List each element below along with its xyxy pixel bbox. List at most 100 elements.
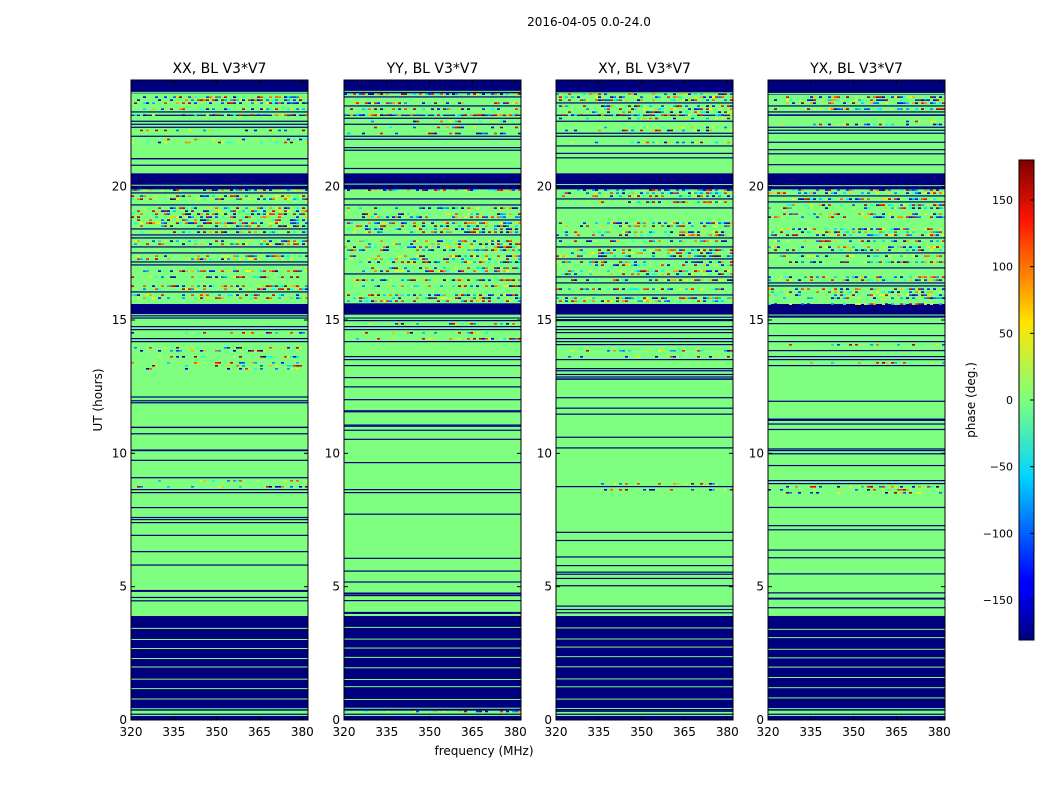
phase-pixel [206, 216, 209, 218]
phase-pixel [640, 129, 643, 132]
phase-pixel [915, 261, 918, 263]
phase-pixel [822, 276, 825, 278]
phase-pixel [703, 300, 706, 302]
phase-pixel [930, 231, 933, 233]
phase-pixel [395, 270, 398, 272]
phase-pixel [461, 240, 464, 242]
phase-pixel [299, 365, 302, 367]
flagged-band [131, 616, 308, 711]
phase-pixel [296, 96, 299, 98]
phase-pixel [846, 123, 849, 126]
phase-pixel [894, 362, 897, 364]
phase-pixel [694, 111, 697, 113]
x-tick-label: 350 [418, 725, 441, 739]
phase-pixel [813, 102, 816, 104]
phase-pixel [290, 216, 293, 218]
phase-pixel [470, 207, 473, 209]
phase-pixel [589, 270, 592, 272]
phase-pixel [464, 300, 467, 302]
phase-pixel [607, 222, 610, 224]
phase-pixel [721, 105, 724, 107]
phase-pixel [909, 294, 912, 296]
phase-pixel [485, 338, 488, 340]
phase-pixel [368, 323, 371, 325]
phase-pixel [942, 344, 945, 346]
phase-pixel [482, 93, 485, 95]
flag-gap-line [556, 707, 733, 709]
phase-pixel [562, 114, 565, 116]
phase-pixel [622, 300, 625, 302]
phase-pixel [912, 96, 915, 98]
phase-pixel [685, 222, 688, 224]
phase-pixel [206, 255, 209, 257]
phase-pixel [413, 246, 416, 248]
phase-pixel [437, 294, 440, 296]
phase-pixel [305, 114, 308, 116]
phase-pixel [221, 213, 224, 215]
phase-pixel [670, 288, 673, 290]
phase-pixel [443, 332, 446, 334]
phase-pixel [497, 255, 500, 257]
phase-pixel [798, 228, 801, 230]
phase-pixel [795, 234, 798, 236]
phase-pixel [488, 338, 491, 340]
phase-pixel [783, 198, 786, 200]
phase-pixel [407, 267, 410, 269]
phase-pixel [628, 192, 631, 194]
phase-pixel [870, 291, 873, 293]
phase-pixel [290, 365, 293, 367]
phase-pixel [613, 96, 616, 98]
phase-pixel [634, 288, 637, 290]
phase-pixel [446, 225, 449, 227]
phase-pixel [281, 210, 284, 212]
flag-gap-line [768, 697, 945, 699]
phase-pixel [885, 255, 888, 257]
phase-pixel [885, 207, 888, 209]
phase-pixel [251, 332, 254, 334]
phase-pixel [658, 117, 661, 120]
phase-pixel [771, 288, 774, 290]
phase-pixel [296, 297, 299, 299]
phase-pixel [506, 249, 509, 251]
phase-pixel [667, 255, 670, 257]
phase-pixel [509, 323, 512, 325]
phase-pixel [482, 267, 485, 269]
phase-pixel [715, 240, 718, 242]
phase-pixel [655, 117, 658, 120]
phase-pixel [727, 356, 730, 358]
phase-pixel [230, 222, 233, 224]
phase-pixel [488, 261, 491, 263]
gap-line [344, 198, 521, 200]
phase-pixel [706, 234, 709, 236]
gap-line [768, 356, 945, 358]
phase-pixel [236, 99, 239, 101]
phase-pixel [206, 297, 209, 299]
phase-pixel [365, 231, 368, 233]
phase-pixel [200, 356, 203, 358]
phase-pixel [795, 486, 798, 488]
gap-line [556, 329, 733, 331]
phase-pixel [795, 288, 798, 290]
phase-pixel [305, 222, 308, 224]
phase-pixel [882, 486, 885, 488]
phase-pixel [846, 96, 849, 98]
phase-pixel [233, 258, 236, 260]
phase-pixel [143, 297, 146, 299]
phase-pixel [816, 492, 819, 494]
phase-pixel [377, 216, 380, 218]
phase-pixel [509, 261, 512, 263]
phase-pixel [562, 261, 565, 263]
phase-pixel [658, 129, 661, 132]
phase-pixel [461, 300, 464, 302]
phase-pixel [425, 270, 428, 272]
phase-pixel [194, 356, 197, 358]
phase-pixel [206, 276, 209, 278]
phase-pixel [930, 207, 933, 209]
phase-pixel [416, 249, 419, 251]
phase-pixel [353, 228, 356, 230]
phase-pixel [449, 249, 452, 251]
phase-pixel [810, 486, 813, 488]
phase-pixel [170, 240, 173, 242]
phase-pixel [873, 297, 876, 299]
phase-pixel [580, 356, 583, 358]
